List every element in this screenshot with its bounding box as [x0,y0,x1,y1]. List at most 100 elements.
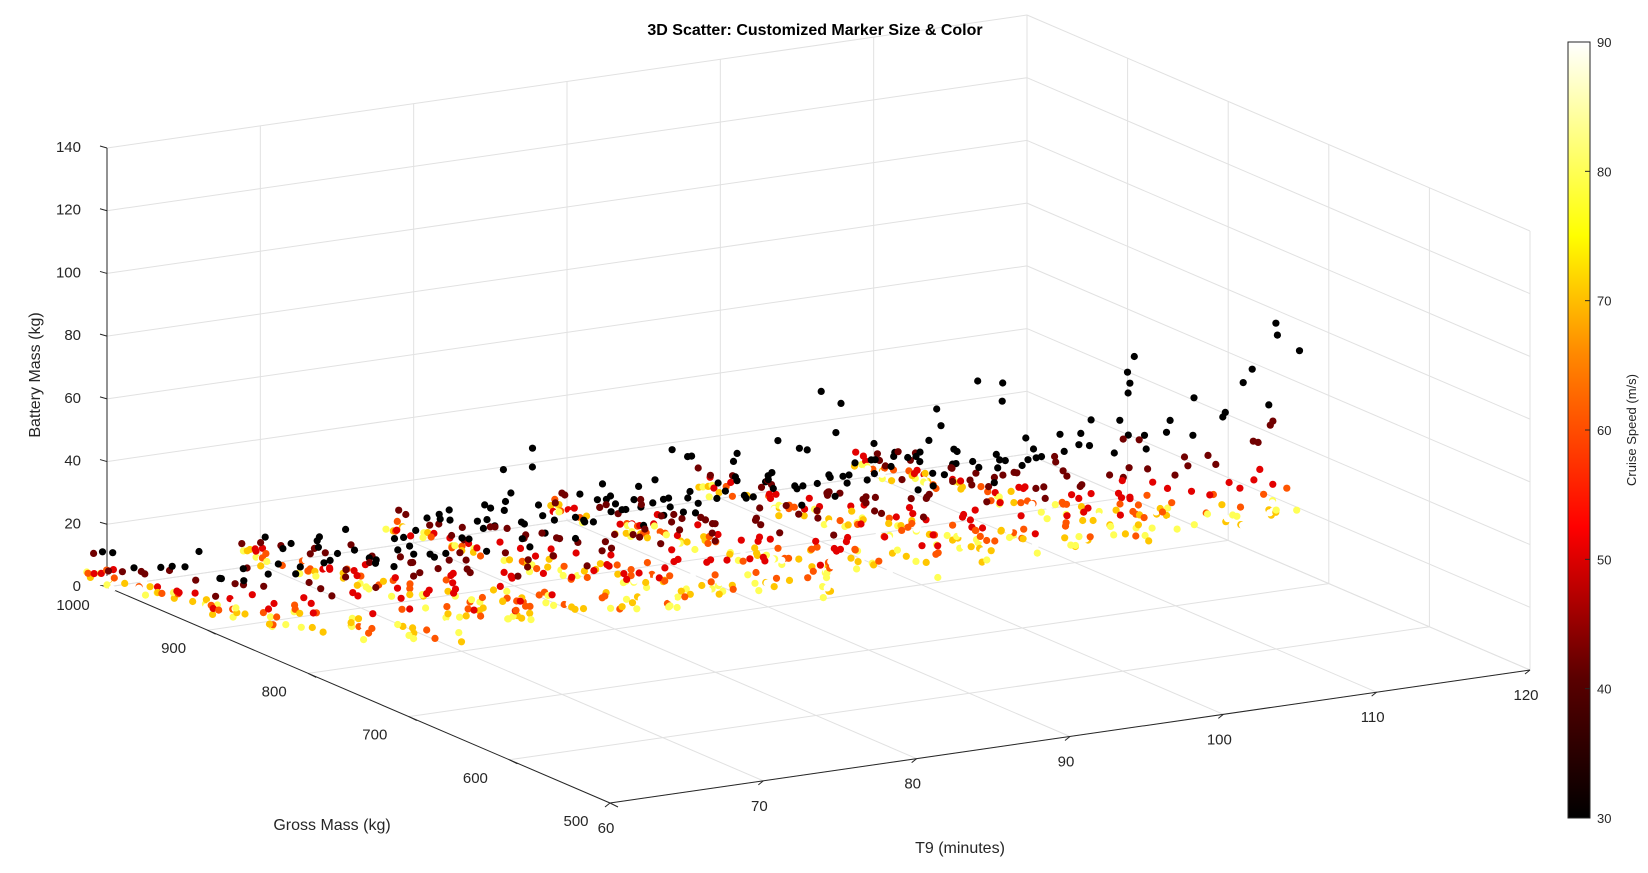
scatter-point [757,521,765,529]
scatter-point [1272,319,1280,327]
scatter-point [761,557,769,565]
scatter-point [1017,499,1025,507]
scatter-point [518,557,526,565]
grid-line [1026,265,1531,483]
scatter-point [976,532,984,541]
scatter-point [175,589,183,597]
scatter-point [372,583,380,592]
scatter-point [1254,438,1262,446]
scatter-point [629,531,637,539]
grid-line [720,497,1224,715]
scatter-point [1130,352,1138,361]
scatter-point [957,530,965,538]
scatter-point [983,556,991,564]
scatter-point [611,530,619,539]
y-tick-mark [509,759,518,765]
scatter-point [623,575,631,584]
scatter-point [457,638,466,646]
scatter-point [983,498,991,506]
scatter-point [1112,506,1120,514]
scatter-point [914,486,922,494]
scatter-point [649,499,657,507]
scatter-point [707,556,715,564]
scatter-point [500,556,508,565]
scatter-point [958,522,966,531]
scatter-point [499,466,507,474]
scatter-point [636,533,644,541]
scatter-point [1007,487,1015,495]
scatter-point [823,584,831,592]
colorbar-tick-label: 50 [1597,552,1611,567]
scatter-point [1203,510,1212,518]
scatter-point [919,513,928,521]
scatter-point [905,504,914,512]
scatter-point [674,593,682,601]
scatter-point [922,558,930,567]
scatter-point [820,521,828,529]
scatter-point [832,429,840,437]
scatter-point [763,579,771,587]
scatter-point [496,582,504,591]
scatter-point [296,609,304,617]
scatter-point [1266,421,1274,429]
scatter-point [1018,461,1026,470]
scatter-point [795,555,803,563]
scatter-point [1126,379,1134,387]
colorbar-tick-label: 70 [1597,294,1611,309]
scatter-point [1005,527,1013,535]
scatter-point [391,574,399,582]
scatter-point [1283,484,1291,492]
scatter-point [754,537,762,545]
scatter-point [728,492,737,500]
scatter-point [881,462,890,470]
scatter-point [526,609,534,617]
scatter-point [662,531,671,539]
scatter-point [607,551,615,559]
scatter-point [1062,519,1070,527]
grid-line [1026,390,1531,608]
scatter-point [542,599,550,607]
z-tick-mark [99,459,108,463]
x-tick-label: 80 [904,776,921,793]
colorbar-tick-label: 40 [1597,682,1611,697]
scatter-point [848,507,856,515]
scatter-point [1037,453,1046,461]
grid-line [1026,202,1531,420]
scatter-point [241,610,249,618]
scatter-point [698,581,706,590]
scatter-point [1149,478,1157,486]
scatter-point [893,546,902,554]
scatter-point [1173,525,1181,533]
scatter-point [518,535,526,543]
scatter-point [674,555,682,564]
scatter-point [1219,413,1227,421]
scatter-point [1126,493,1134,501]
scatter-point [657,512,665,520]
scatter-point [799,482,807,490]
scatter-point [353,581,361,589]
scatter-point [609,575,618,584]
scatter-point [888,477,896,485]
grid-line [1026,14,1531,232]
scatter-point [168,562,176,570]
scatter-points [83,319,1304,648]
scatter-point [1269,480,1277,488]
grid-lines [106,14,1531,804]
scatter-point [822,574,831,582]
scatter-point [587,580,595,588]
scatter-point [394,546,402,554]
scatter-point [668,446,676,454]
scatter-point [416,569,424,577]
scatter-point [668,518,676,526]
scatter-point [654,533,663,541]
scatter-point [1029,445,1038,453]
scatter-point [969,457,977,466]
scatter-point [121,579,129,588]
scatter-point [607,508,615,516]
scatter-point [354,592,362,600]
scatter-point [934,542,942,550]
scatter-point [999,379,1007,387]
scatter-point [870,439,878,448]
scatter-point [103,581,111,589]
scatter-point [583,573,591,582]
